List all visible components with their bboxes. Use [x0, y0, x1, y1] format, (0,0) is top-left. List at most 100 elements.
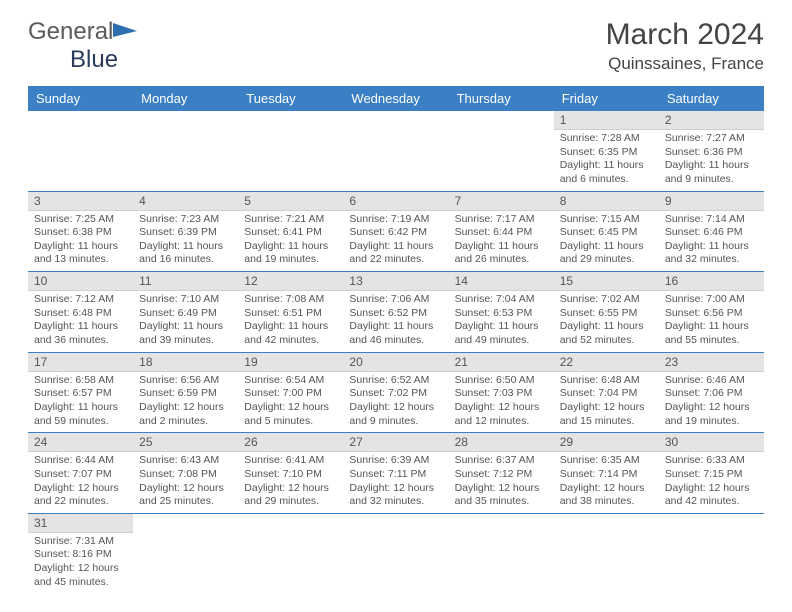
calendar-cell: 25Sunrise: 6:43 AMSunset: 7:08 PMDayligh… — [133, 433, 238, 514]
daylight-line2: and 13 minutes. — [34, 253, 127, 267]
calendar-week: 10Sunrise: 7:12 AMSunset: 6:48 PMDayligh… — [28, 272, 764, 353]
calendar-week: 1Sunrise: 7:28 AMSunset: 6:35 PMDaylight… — [28, 111, 764, 191]
day-number: 2 — [659, 111, 764, 130]
calendar-cell — [554, 513, 659, 593]
day-number: 19 — [238, 353, 343, 372]
day-number: 14 — [449, 272, 554, 291]
sunrise: Sunrise: 7:27 AM — [665, 132, 758, 146]
sunset: Sunset: 7:02 PM — [349, 387, 442, 401]
day-details: Sunrise: 7:06 AMSunset: 6:52 PMDaylight:… — [343, 291, 448, 352]
daylight-line1: Daylight: 11 hours — [455, 320, 548, 334]
weekday-header: Friday — [554, 86, 659, 111]
daylight-line1: Daylight: 11 hours — [139, 320, 232, 334]
calendar-cell — [133, 513, 238, 593]
weekday-header: Tuesday — [238, 86, 343, 111]
sunset: Sunset: 7:06 PM — [665, 387, 758, 401]
daylight-line2: and 5 minutes. — [244, 415, 337, 429]
day-details: Sunrise: 7:17 AMSunset: 6:44 PMDaylight:… — [449, 211, 554, 272]
day-number: 17 — [28, 353, 133, 372]
calendar-cell — [449, 111, 554, 191]
calendar-cell — [659, 513, 764, 593]
sunrise: Sunrise: 6:43 AM — [139, 454, 232, 468]
sunrise: Sunrise: 6:37 AM — [455, 454, 548, 468]
day-details: Sunrise: 7:00 AMSunset: 6:56 PMDaylight:… — [659, 291, 764, 352]
day-details: Sunrise: 6:58 AMSunset: 6:57 PMDaylight:… — [28, 372, 133, 433]
sunset: Sunset: 6:52 PM — [349, 307, 442, 321]
daylight-line1: Daylight: 12 hours — [34, 562, 127, 576]
calendar-cell — [238, 513, 343, 593]
sunrise: Sunrise: 6:33 AM — [665, 454, 758, 468]
day-number: 1 — [554, 111, 659, 130]
calendar-cell: 21Sunrise: 6:50 AMSunset: 7:03 PMDayligh… — [449, 352, 554, 433]
sunset: Sunset: 7:00 PM — [244, 387, 337, 401]
day-number: 22 — [554, 353, 659, 372]
daylight-line2: and 19 minutes. — [244, 253, 337, 267]
daylight-line2: and 46 minutes. — [349, 334, 442, 348]
calendar-cell — [449, 513, 554, 593]
daylight-line2: and 32 minutes. — [349, 495, 442, 509]
calendar-table: SundayMondayTuesdayWednesdayThursdayFrid… — [28, 86, 764, 593]
sunrise: Sunrise: 7:23 AM — [139, 213, 232, 227]
daylight-line1: Daylight: 11 hours — [244, 240, 337, 254]
day-details: Sunrise: 6:50 AMSunset: 7:03 PMDaylight:… — [449, 372, 554, 433]
calendar-cell — [343, 111, 448, 191]
sunset: Sunset: 6:46 PM — [665, 226, 758, 240]
day-details: Sunrise: 6:52 AMSunset: 7:02 PMDaylight:… — [343, 372, 448, 433]
daylight-line2: and 39 minutes. — [139, 334, 232, 348]
day-number: 8 — [554, 192, 659, 211]
sunset: Sunset: 7:14 PM — [560, 468, 653, 482]
day-number: 16 — [659, 272, 764, 291]
sunrise: Sunrise: 7:28 AM — [560, 132, 653, 146]
sunrise: Sunrise: 6:52 AM — [349, 374, 442, 388]
day-number: 31 — [28, 514, 133, 533]
daylight-line1: Daylight: 11 hours — [34, 401, 127, 415]
daylight-line1: Daylight: 11 hours — [349, 320, 442, 334]
day-number: 26 — [238, 433, 343, 452]
day-details: Sunrise: 7:23 AMSunset: 6:39 PMDaylight:… — [133, 211, 238, 272]
calendar-cell: 15Sunrise: 7:02 AMSunset: 6:55 PMDayligh… — [554, 272, 659, 353]
logo-text: General Blue — [28, 18, 139, 74]
sunrise: Sunrise: 7:06 AM — [349, 293, 442, 307]
calendar-cell: 6Sunrise: 7:19 AMSunset: 6:42 PMDaylight… — [343, 191, 448, 272]
sunrise: Sunrise: 6:35 AM — [560, 454, 653, 468]
daylight-line2: and 2 minutes. — [139, 415, 232, 429]
day-number: 4 — [133, 192, 238, 211]
daylight-line2: and 38 minutes. — [560, 495, 653, 509]
daylight-line1: Daylight: 12 hours — [349, 482, 442, 496]
daylight-line2: and 45 minutes. — [34, 576, 127, 590]
day-number: 3 — [28, 192, 133, 211]
day-number: 12 — [238, 272, 343, 291]
calendar-cell: 12Sunrise: 7:08 AMSunset: 6:51 PMDayligh… — [238, 272, 343, 353]
sunrise: Sunrise: 6:54 AM — [244, 374, 337, 388]
day-details: Sunrise: 6:41 AMSunset: 7:10 PMDaylight:… — [238, 452, 343, 513]
sunset: Sunset: 7:04 PM — [560, 387, 653, 401]
daylight-line2: and 22 minutes. — [349, 253, 442, 267]
day-number: 20 — [343, 353, 448, 372]
daylight-line1: Daylight: 11 hours — [244, 320, 337, 334]
daylight-line1: Daylight: 12 hours — [34, 482, 127, 496]
day-details: Sunrise: 6:44 AMSunset: 7:07 PMDaylight:… — [28, 452, 133, 513]
weekday-header: Monday — [133, 86, 238, 111]
daylight-line2: and 42 minutes. — [244, 334, 337, 348]
sunrise: Sunrise: 7:12 AM — [34, 293, 127, 307]
day-details: Sunrise: 7:10 AMSunset: 6:49 PMDaylight:… — [133, 291, 238, 352]
day-details: Sunrise: 7:02 AMSunset: 6:55 PMDaylight:… — [554, 291, 659, 352]
daylight-line1: Daylight: 12 hours — [665, 482, 758, 496]
day-number: 7 — [449, 192, 554, 211]
calendar-cell: 16Sunrise: 7:00 AMSunset: 6:56 PMDayligh… — [659, 272, 764, 353]
sunrise: Sunrise: 7:08 AM — [244, 293, 337, 307]
sunrise: Sunrise: 6:48 AM — [560, 374, 653, 388]
sunset: Sunset: 6:53 PM — [455, 307, 548, 321]
calendar-cell — [343, 513, 448, 593]
calendar-cell: 18Sunrise: 6:56 AMSunset: 6:59 PMDayligh… — [133, 352, 238, 433]
sunset: Sunset: 7:12 PM — [455, 468, 548, 482]
calendar-head: SundayMondayTuesdayWednesdayThursdayFrid… — [28, 86, 764, 111]
day-details: Sunrise: 6:39 AMSunset: 7:11 PMDaylight:… — [343, 452, 448, 513]
calendar-body: 1Sunrise: 7:28 AMSunset: 6:35 PMDaylight… — [28, 111, 764, 593]
daylight-line2: and 16 minutes. — [139, 253, 232, 267]
calendar-cell: 2Sunrise: 7:27 AMSunset: 6:36 PMDaylight… — [659, 111, 764, 191]
day-details: Sunrise: 6:46 AMSunset: 7:06 PMDaylight:… — [659, 372, 764, 433]
sunset: Sunset: 7:08 PM — [139, 468, 232, 482]
daylight-line1: Daylight: 12 hours — [349, 401, 442, 415]
sunrise: Sunrise: 6:58 AM — [34, 374, 127, 388]
